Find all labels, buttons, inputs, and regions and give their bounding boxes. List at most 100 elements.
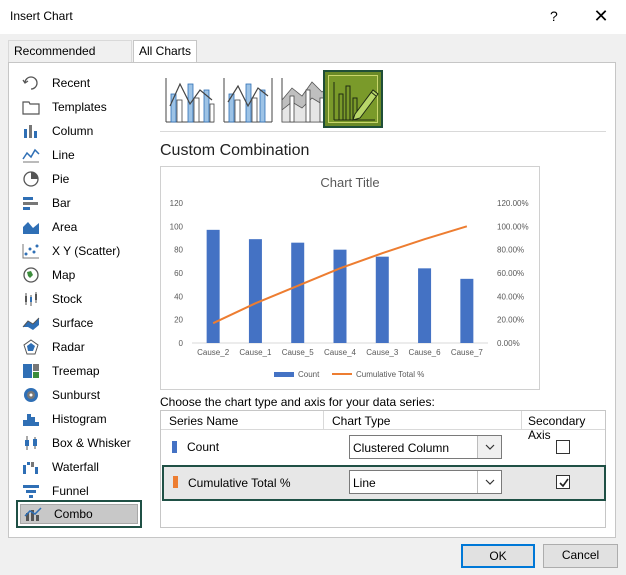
checkmark-icon [559, 478, 569, 488]
bar-cause_6 [418, 268, 432, 343]
y2-tick-label: 20.00% [497, 316, 524, 325]
sidebar-item-waterfall[interactable]: Waterfall [16, 456, 142, 478]
tab-recommended-charts[interactable]: Recommended Charts [8, 40, 132, 78]
y2-tick-label: 100.00% [497, 222, 529, 231]
bar-cause_2 [206, 229, 220, 343]
y-tick-label: 80 [174, 246, 183, 255]
ok-button[interactable]: OK [461, 544, 535, 568]
sidebar-item-column[interactable]: Column [16, 120, 142, 142]
sidebar-item-radar[interactable]: Radar [16, 336, 142, 358]
sidebar-item-stock[interactable]: Stock [16, 288, 142, 310]
bar-cause_3 [375, 256, 389, 343]
subtype-stacked-area-clustered-column[interactable] [276, 70, 336, 128]
subtype-clustered-column-line-secondary-axis[interactable] [218, 70, 278, 128]
x-tick-label: Cause_7 [451, 348, 484, 357]
y-tick-label: 0 [179, 339, 184, 348]
column-header-chart-type: Chart Type [332, 414, 391, 428]
x-tick-label: Cause_6 [409, 348, 442, 357]
sidebar-item-label: Box & Whisker [52, 436, 131, 450]
help-button[interactable]: ? [550, 8, 558, 24]
sidebar-item-label: Sunburst [52, 388, 101, 402]
chevron-down-icon [485, 479, 495, 485]
sidebar-item-sunburst[interactable]: Sunburst [16, 384, 142, 406]
recent-icon [22, 76, 38, 90]
templates-icon [22, 101, 40, 115]
stacked-area-clustered-column-icon [281, 78, 331, 123]
close-button[interactable]: ✕ [593, 6, 609, 26]
x-tick-label: Cause_3 [366, 348, 399, 357]
sidebar-item-area[interactable]: Area [16, 216, 142, 238]
chart-type-dropdown[interactable]: Line [349, 470, 502, 494]
cancel-button[interactable]: Cancel [543, 544, 618, 568]
subtype-custom-combination[interactable] [323, 70, 383, 128]
scatter-chart-icon [22, 244, 39, 259]
combo-chart-icon [24, 507, 42, 521]
y-tick-label: 60 [174, 269, 183, 278]
subtype-clustered-column-line[interactable] [160, 70, 220, 128]
selection-highlight [20, 504, 138, 524]
bar-chart-icon [23, 197, 38, 210]
column-header-series-name: Series Name [169, 414, 239, 428]
sidebar-item-map[interactable]: Map [16, 264, 142, 286]
x-tick-label: Cause_4 [324, 348, 357, 357]
sidebar-item-funnel[interactable]: Funnel [16, 480, 142, 502]
sidebar-item-scatter[interactable]: X Y (Scatter) [16, 240, 142, 262]
legend-label-cumulative: Cumulative Total % [356, 370, 424, 379]
legend-label-count: Count [298, 370, 320, 379]
sidebar-item-label: Pie [52, 172, 70, 186]
sidebar-item-combo[interactable]: Combo [16, 500, 142, 528]
sidebar-item-treemap[interactable]: Treemap [16, 360, 142, 382]
sidebar-item-label: Templates [52, 100, 107, 114]
sidebar-item-label: Recent [52, 76, 91, 90]
sidebar-item-box-whisker[interactable]: Box & Whisker [16, 432, 142, 454]
x-tick-label: Cause_5 [282, 348, 315, 357]
clustered-column-line-icon [165, 78, 215, 123]
sidebar-item-pie[interactable]: Pie [16, 168, 142, 190]
sidebar-item-bar[interactable]: Bar [16, 192, 142, 214]
area-chart-icon [23, 222, 39, 234]
sidebar-item-label: Map [52, 268, 76, 282]
secondary-axis-checkbox[interactable] [556, 475, 570, 489]
y-tick-label: 100 [170, 222, 184, 231]
legend-swatch-count [274, 372, 294, 377]
series-row-count: Count Clustered Column [161, 430, 605, 464]
y2-tick-label: 60.00% [497, 269, 524, 278]
sidebar-item-templates[interactable]: Templates [16, 96, 142, 118]
sidebar-item-surface[interactable]: Surface [16, 312, 142, 334]
sidebar-item-label: X Y (Scatter) [52, 244, 121, 258]
histogram-chart-icon [23, 414, 39, 426]
divider [160, 131, 606, 132]
sidebar-item-recent[interactable]: Recent [16, 72, 142, 94]
bar-cause_4 [333, 249, 347, 343]
chart-preview: Chart Title 0 20 40 60 80 100 120 0.00% 20.00% 40.… [160, 166, 540, 390]
series-row-cumulative-total: Cumulative Total % Line [162, 465, 606, 501]
y2-tick-label: 120.00% [497, 199, 529, 208]
dropdown-button[interactable] [477, 436, 501, 458]
stock-chart-icon [25, 292, 37, 306]
series-name: Count [187, 440, 220, 454]
chart-type-dropdown[interactable]: Clustered Column [349, 435, 502, 459]
sidebar-item-line[interactable]: Line [16, 144, 142, 166]
column-divider [521, 411, 522, 429]
secondary-axis-checkbox[interactable] [556, 440, 570, 454]
column-chart-icon [24, 125, 37, 138]
chart-preview-canvas: Chart Title 0 20 40 60 80 100 120 0.00% 20.00% 40.… [170, 175, 529, 379]
sidebar-item-label: Treemap [52, 364, 100, 378]
x-tick-label: Cause_2 [197, 348, 230, 357]
dropdown-button[interactable] [477, 471, 501, 493]
column-divider [323, 411, 324, 429]
sidebar-item-label: Combo [54, 507, 93, 521]
sidebar-item-label: Bar [52, 196, 71, 210]
clustered-column-line-secondary-axis-icon [223, 78, 273, 123]
sidebar-item-label: Stock [52, 292, 83, 306]
series-config-prompt: Choose the chart type and axis for your … [160, 395, 435, 409]
chart-type-value: Line [353, 476, 376, 490]
bar-cause_1 [248, 239, 262, 343]
x-tick-label: Cause_1 [239, 348, 272, 357]
window-title: Insert Chart [10, 9, 73, 23]
custom-combination-icon [333, 82, 379, 121]
tab-all-charts[interactable]: All Charts [133, 40, 197, 63]
sidebar-item-label: Area [52, 220, 78, 234]
sidebar-item-histogram[interactable]: Histogram [16, 408, 142, 430]
chart-title: Chart Title [320, 175, 379, 190]
